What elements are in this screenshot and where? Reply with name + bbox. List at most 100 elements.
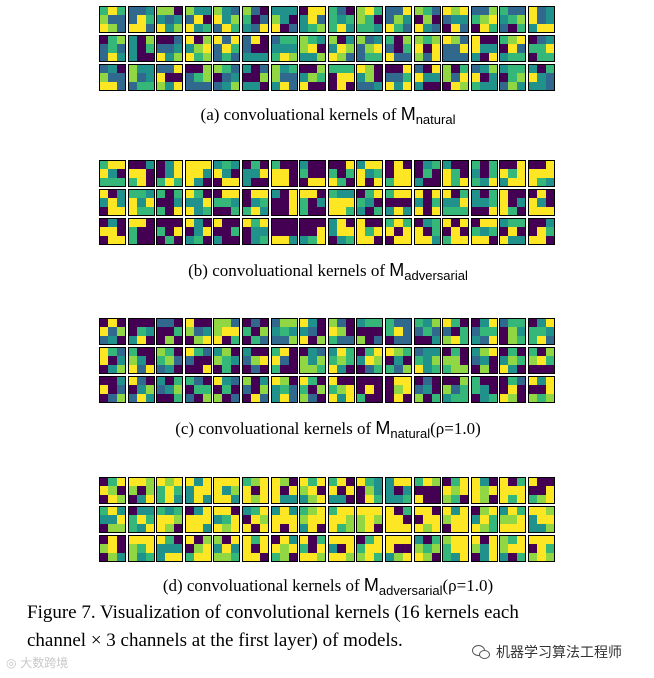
kernel-cell — [137, 552, 146, 561]
kernel-cell — [500, 364, 509, 373]
kernel-cell — [480, 494, 489, 503]
kernel-cell — [415, 177, 424, 186]
kernel-cell — [316, 7, 325, 16]
kernel-cell — [480, 190, 489, 199]
kernel — [213, 189, 240, 216]
kernel-cell — [137, 36, 146, 45]
kernel-cell — [108, 206, 117, 215]
kernel-cell — [251, 7, 260, 16]
kernel-cell — [459, 7, 468, 16]
kernel-cell — [373, 393, 382, 402]
kernel-cell — [357, 364, 366, 373]
kernel — [385, 64, 412, 91]
kernel-cell — [337, 161, 346, 170]
kernel-cell — [386, 73, 395, 82]
kernel — [356, 189, 383, 216]
kernel-cell — [157, 523, 166, 532]
kernel-cell — [202, 177, 211, 186]
kernel-cell — [129, 23, 138, 32]
kernel-cell — [157, 515, 166, 524]
kernel-cell — [451, 523, 460, 532]
kernel-cell — [116, 552, 125, 561]
kernel-cell — [451, 536, 460, 545]
kernel-cell — [214, 385, 223, 394]
kernel-cell — [423, 327, 432, 336]
kernel — [385, 218, 412, 245]
kernel-cell — [500, 161, 509, 170]
kernel-cell — [516, 65, 525, 74]
kernel-cell — [431, 478, 440, 487]
kernel-cell — [100, 161, 109, 170]
kernel-cell — [459, 206, 468, 215]
kernel-cell — [116, 523, 125, 532]
kernel-cell — [545, 161, 554, 170]
kernel — [185, 318, 212, 345]
kernel-cell — [386, 385, 395, 394]
kernel-cell — [100, 536, 109, 545]
kernel-cell — [280, 335, 289, 344]
figure-caption-line1: Figure 7. Visualization of convolutional… — [27, 602, 519, 623]
kernel-cell — [545, 198, 554, 207]
kernel-cell — [329, 544, 338, 553]
kernel-cell — [529, 507, 538, 516]
kernel — [271, 64, 298, 91]
kernel-cell — [165, 327, 174, 336]
kernel-cell — [230, 44, 239, 53]
kernel-cell — [173, 335, 182, 344]
kernel-cell — [402, 335, 411, 344]
kernel-cell — [308, 319, 317, 328]
kernel-cell — [129, 52, 138, 61]
kernel-cell — [202, 377, 211, 386]
kernel-cell — [214, 235, 223, 244]
kernel-cell — [300, 494, 309, 503]
kernel-cell — [537, 319, 546, 328]
kernel-cell — [529, 364, 538, 373]
kernel-cell — [137, 486, 146, 495]
kernel-cell — [373, 356, 382, 365]
kernel-cell — [100, 81, 109, 90]
kernel-cell — [288, 81, 297, 90]
kernel — [213, 64, 240, 91]
kernel-cell — [165, 348, 174, 357]
kernel-cell — [272, 206, 281, 215]
kernel-cell — [288, 356, 297, 365]
kernel-cell — [451, 507, 460, 516]
kernel-cell — [288, 544, 297, 553]
kernel-cell — [280, 319, 289, 328]
kernel-cell — [337, 7, 346, 16]
kernel-cell — [488, 73, 497, 82]
kernel-cell — [202, 206, 211, 215]
kernel-cell — [402, 377, 411, 386]
kernel-cell — [537, 385, 546, 394]
kernel-cell — [415, 507, 424, 516]
kernel-cell — [308, 393, 317, 402]
kernel-cell — [100, 507, 109, 516]
kernel-cell — [308, 544, 317, 553]
kernel-cell — [443, 377, 452, 386]
kernel-cell — [431, 523, 440, 532]
kernel-cell — [230, 23, 239, 32]
kernel-cell — [459, 65, 468, 74]
kernel — [442, 477, 469, 504]
kernel-cell — [345, 81, 354, 90]
kernel-cell — [316, 227, 325, 236]
kernel-cell — [508, 393, 517, 402]
kernel-cell — [251, 206, 260, 215]
kernel — [528, 347, 555, 374]
kernel-cell — [459, 536, 468, 545]
kernel-cell — [443, 507, 452, 516]
kernel-cell — [288, 552, 297, 561]
kernel-cell — [214, 393, 223, 402]
kernel-cell — [386, 348, 395, 357]
kernel-cell — [145, 552, 154, 561]
kernel-cell — [423, 44, 432, 53]
kernel — [499, 477, 526, 504]
kernel-cell — [459, 523, 468, 532]
kernel-cell — [129, 486, 138, 495]
kernel-cell — [288, 169, 297, 178]
kernel-cell — [345, 486, 354, 495]
kernel-cell — [365, 227, 374, 236]
kernel-cell — [280, 206, 289, 215]
kernel-cell — [194, 65, 203, 74]
kernel-cell — [308, 36, 317, 45]
